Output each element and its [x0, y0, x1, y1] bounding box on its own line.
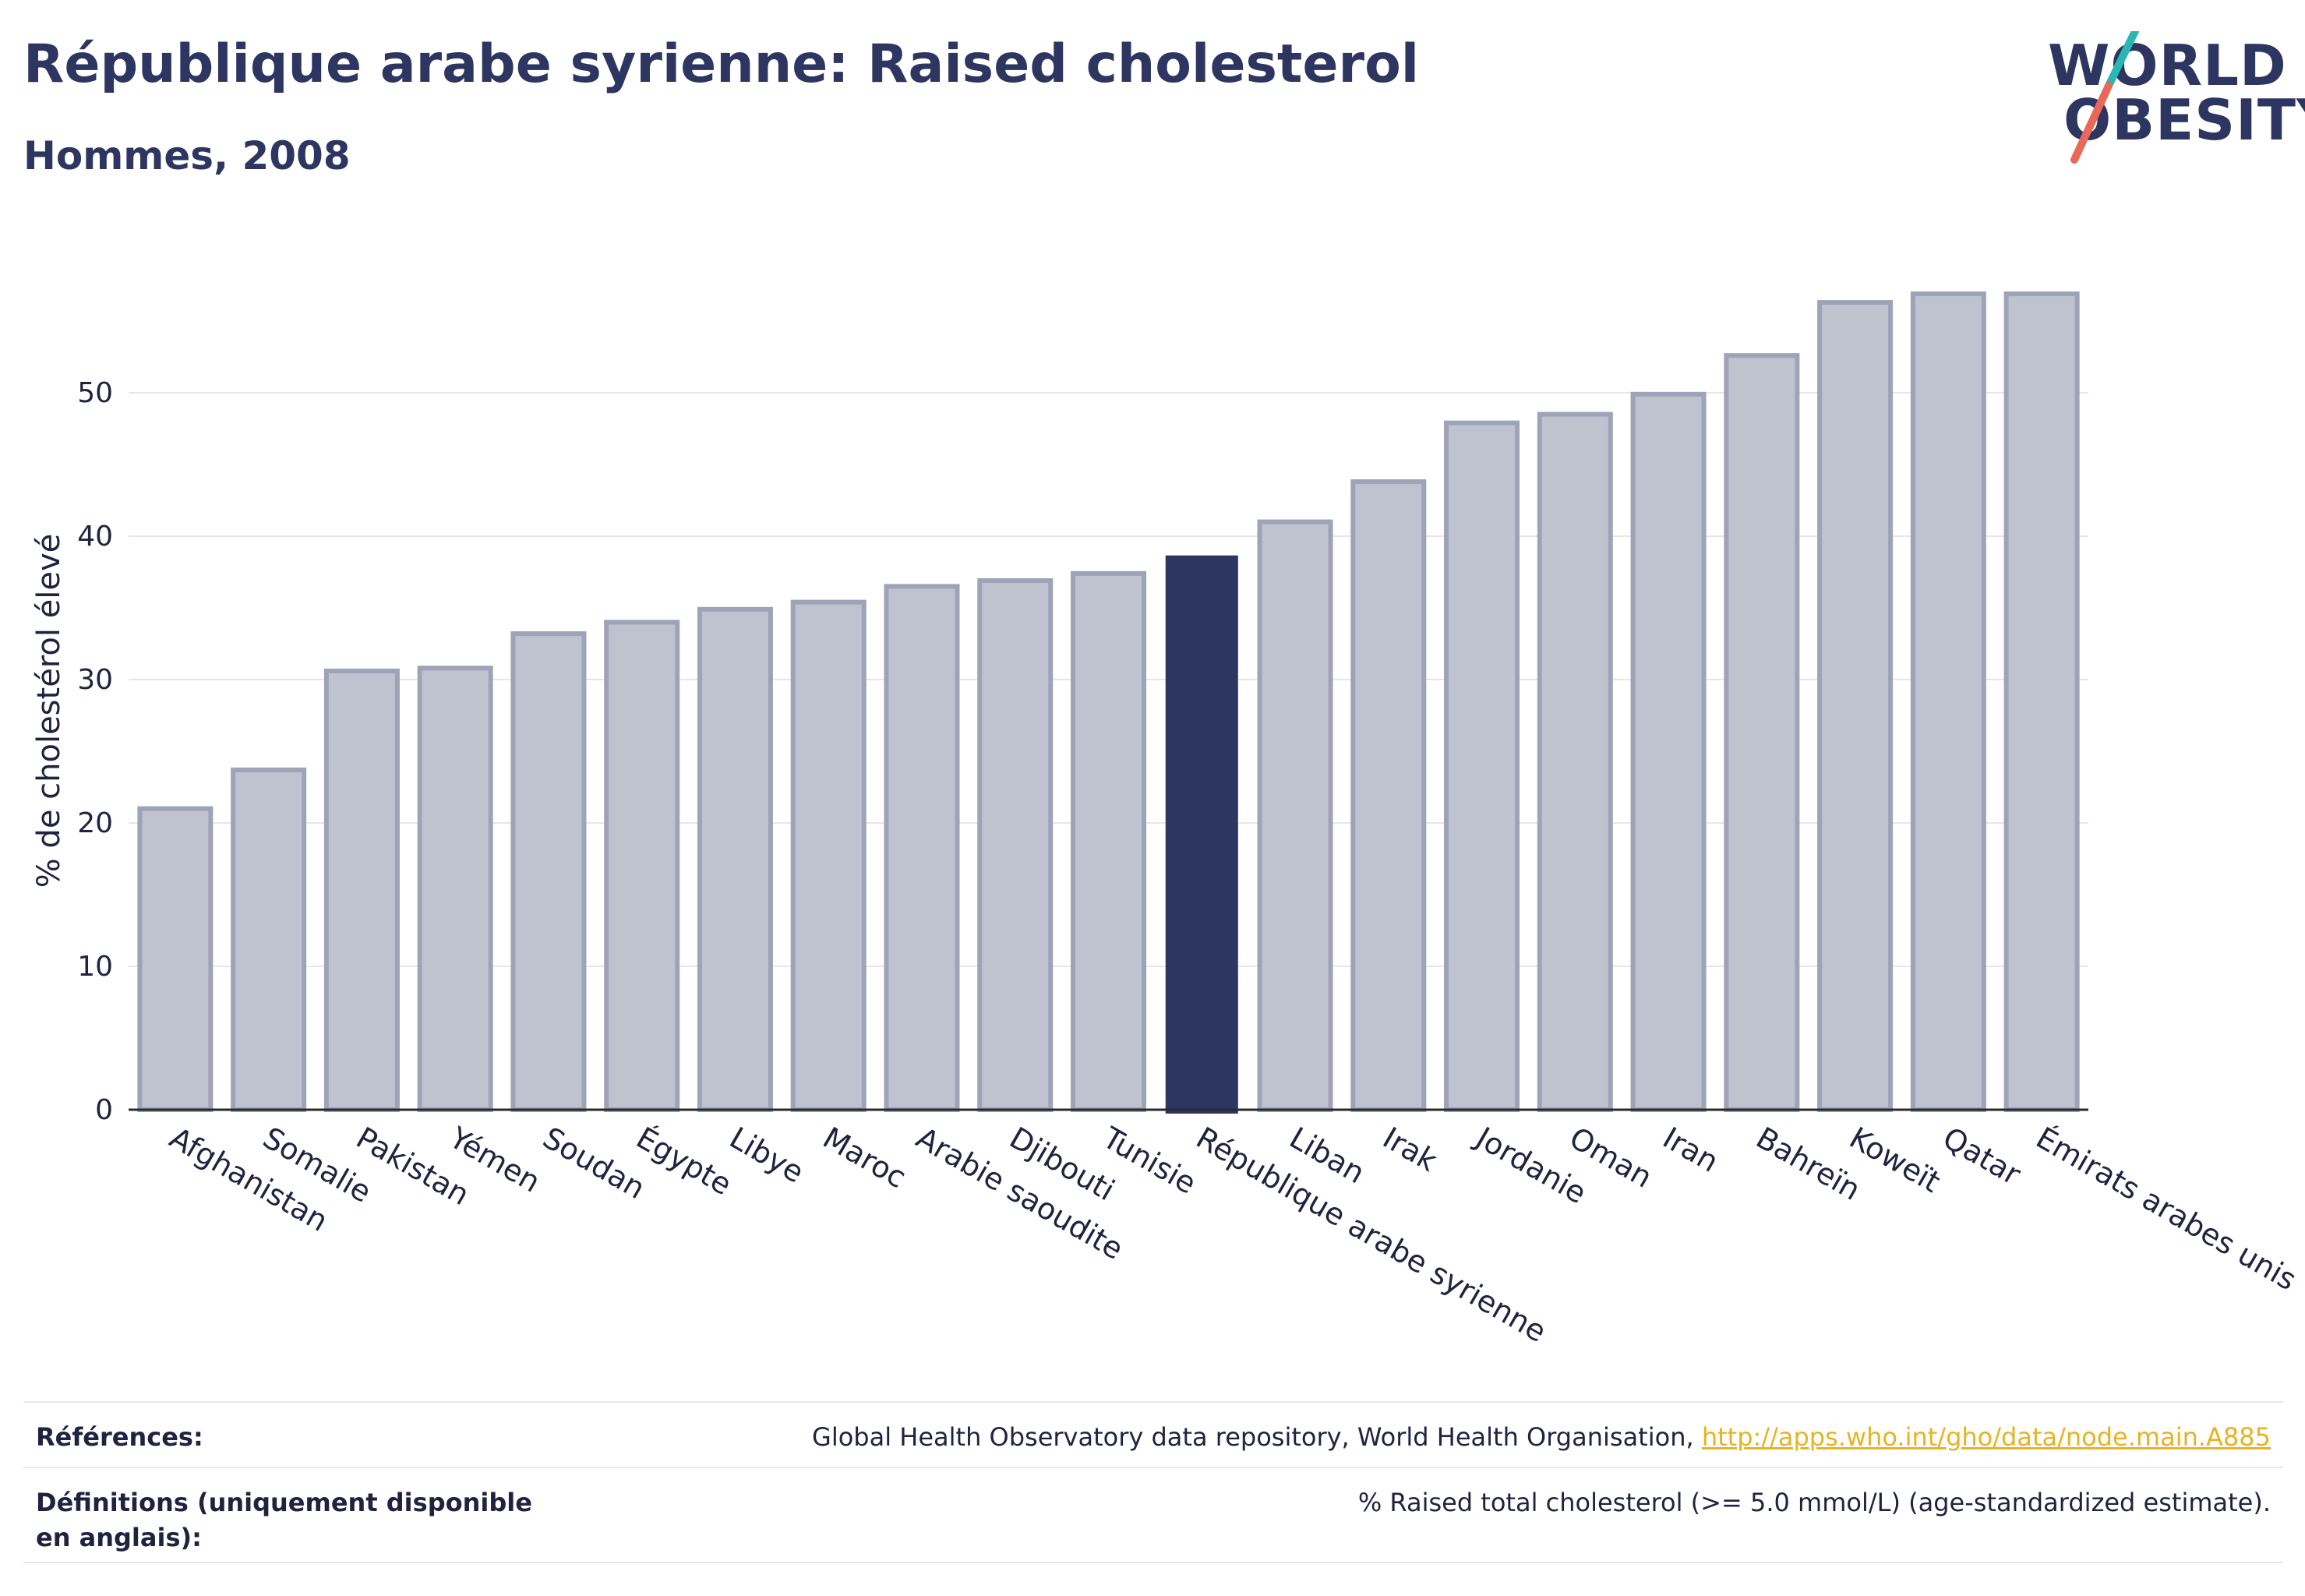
x-tick-label: Maroc [817, 1121, 912, 1195]
x-tick-label: Irak [1377, 1121, 1442, 1178]
bars [137, 291, 2080, 1114]
bar [977, 578, 1054, 1113]
y-tick-label: 0 [95, 1094, 113, 1126]
bar [510, 631, 587, 1112]
bar-highlighted [1165, 555, 1238, 1114]
x-tick-label: Iran [1657, 1121, 1724, 1179]
bar [697, 606, 773, 1112]
bar [417, 666, 493, 1112]
x-tick-label: Libye [724, 1121, 810, 1190]
bar [1910, 291, 1986, 1112]
bar-chart: 0 10 20 30 40 50 AfghanistanSomaliePakistanYé… [31, 291, 2302, 1349]
bar [1257, 519, 1333, 1113]
y-axis-label: % de cholestérol élevé [31, 534, 67, 888]
world-obesity-logo: WORLD OBESITY [2042, 31, 2305, 171]
bar [1350, 479, 1427, 1112]
bar [1444, 420, 1520, 1112]
chart-subtitle: Hommes, 2008 [23, 133, 351, 178]
bar [1630, 391, 1707, 1112]
y-tick-label: 10 [77, 951, 113, 983]
chart-title: République arabe syrienne: Raised choles… [23, 34, 1420, 95]
bar [1070, 570, 1147, 1112]
logo-slash-icon [2070, 31, 2139, 164]
x-tick-label: Émirats arabes unis [2031, 1121, 2303, 1298]
references-row: Références: Global Health Observatory da… [23, 1401, 2283, 1452]
x-tick-label: Bahreïn [1750, 1121, 1866, 1207]
x-axis-ticks: AfghanistanSomaliePakistanYémenSoudanÉgy… [164, 1120, 2302, 1349]
definitions-label: Définitions (uniquement disponible en an… [36, 1488, 532, 1552]
references-link[interactable]: http://apps.who.int/gho/data/node.main.A… [1701, 1422, 2271, 1452]
definitions-value: % Raised total cholesterol (>= 5.0 mmol/… [1357, 1488, 2271, 1517]
x-tick-label: Égypte [630, 1121, 737, 1202]
y-tick-label: 30 [77, 664, 113, 696]
bar [137, 806, 214, 1112]
bar [1537, 411, 1613, 1113]
bar [2003, 291, 2080, 1112]
references-label: Références: [36, 1422, 203, 1452]
definitions-row: Définitions (uniquement disponible en an… [23, 1467, 2283, 1552]
bar [323, 668, 400, 1112]
y-tick-label: 20 [77, 807, 113, 839]
bar [1724, 353, 1800, 1113]
bar [790, 599, 867, 1112]
bar [604, 620, 680, 1112]
references-text: Global Health Observatory data repositor… [812, 1422, 1702, 1452]
y-axis-ticks: 0 10 20 30 40 50 [77, 377, 113, 1126]
logo-line1: WORLD [2048, 33, 2287, 98]
y-tick-label: 50 [77, 377, 113, 409]
footer-bottom-rule [23, 1562, 2283, 1563]
bar [231, 767, 307, 1112]
y-tick-label: 40 [77, 521, 113, 553]
bar [884, 584, 960, 1112]
x-tick-label: Qatar [1937, 1121, 2027, 1192]
bar [1817, 300, 1894, 1113]
references-value: Global Health Observatory data repositor… [812, 1420, 2271, 1455]
x-tick-label: Soudan [537, 1121, 651, 1206]
